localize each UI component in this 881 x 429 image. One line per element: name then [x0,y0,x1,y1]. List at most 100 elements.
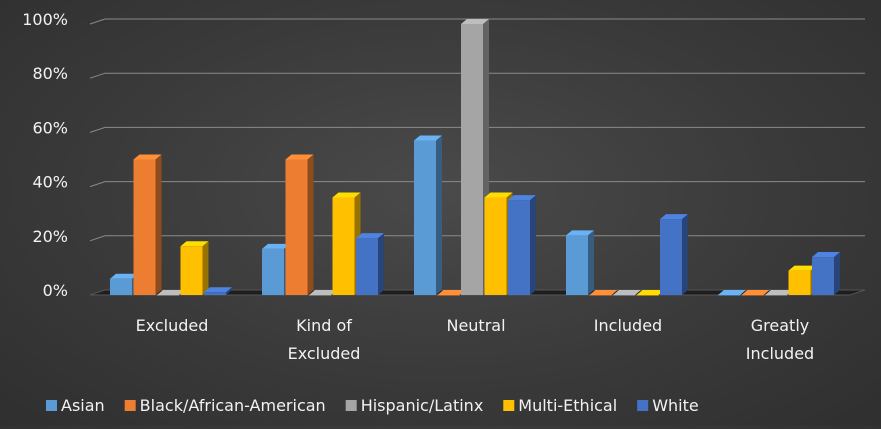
bar-front [414,140,436,295]
bar-top [461,19,489,24]
bar-top [437,290,466,295]
bar-front [566,235,588,295]
bar-front [356,238,378,295]
bars [110,19,840,296]
bar-top [741,290,770,295]
bar-top [180,241,209,247]
bar-top [204,287,232,293]
bar-top [484,192,513,198]
legend-entry: Hispanic/Latinx [345,396,484,415]
bar-top [718,290,746,295]
bar-top [508,195,536,201]
y-tick-label: 60% [32,118,68,137]
legend-swatch [124,400,136,411]
gridline [89,126,865,133]
bar-side [155,154,162,295]
bar [157,290,185,296]
bar-front [461,24,483,295]
y-tick-label: 20% [32,227,68,246]
bar [133,154,162,295]
bar [508,195,536,295]
bar [812,252,840,295]
bar-top [812,252,840,258]
bar [356,233,384,295]
bar-side [378,233,384,295]
bar-front [788,270,811,295]
bar-side [530,195,536,295]
bar [285,154,314,295]
bar-side [436,135,442,295]
bar-top [309,290,337,295]
bar-top [110,273,138,279]
bar-front [309,295,331,296]
bar-top [332,192,361,198]
legend-swatch [503,400,515,411]
x-tick-label: Included [594,316,662,335]
bar-front [180,246,203,295]
bar-side [307,154,314,295]
bar-top [613,290,641,295]
bar-top [133,154,162,160]
legend-entry: Asian [46,396,105,415]
bar-front [332,197,355,295]
gridline [89,181,865,188]
bar-front [636,295,659,296]
bar-side [588,230,594,295]
bar-front [718,295,740,296]
bar-front [437,295,460,296]
bar [589,290,618,296]
bar-front [262,248,284,295]
bar [204,287,232,295]
bar-front [133,159,156,295]
legend-swatch [46,400,57,411]
bar-top [414,135,442,141]
bar [309,290,337,296]
legend-entry: Multi-Ethical [503,396,617,415]
bar-top [660,214,688,220]
legend-label: Multi-Ethical [518,396,617,415]
bar-front [741,295,764,296]
bar [180,241,209,295]
bar-front [812,257,834,295]
bar [765,290,793,296]
y-axis-ticks: 0% 20% 40% 60% 80% 100% [22,10,68,300]
legend: Asian Black/African-American Hispanic/Lati… [46,396,699,415]
bar-top [788,265,817,271]
bar [718,290,746,296]
bar-side [202,241,209,295]
bar-front [157,295,179,296]
bar-side [226,287,232,295]
x-tick-label: Neutral [446,316,505,335]
x-tick-label: Excluded [288,344,361,363]
y-tick-label: 80% [32,64,68,83]
bar-front [508,200,530,295]
legend-entry: White [637,396,699,415]
y-tick-label: 40% [32,173,68,192]
bar-front [204,292,226,295]
legend-label: Asian [61,396,105,415]
legend-label: Hispanic/Latinx [361,396,484,415]
bar [613,290,641,296]
bar-top [356,233,384,239]
y-tick-label: 0% [43,281,68,300]
bar-top [262,243,290,249]
bar-side [834,252,840,295]
bar-front [660,219,682,295]
x-tick-label: Included [746,344,814,363]
bar-top [566,230,594,236]
x-axis-ticks: Excluded Kind of Excluded Neutral Included Gr… [136,316,815,363]
x-tick-label: Greatly [751,316,809,335]
legend-label: White [652,396,699,415]
bar-front [589,295,612,296]
legend-swatch [345,400,357,411]
gridline [89,18,865,25]
bar-front [285,159,308,295]
x-tick-label: Excluded [136,316,209,335]
bar-front [110,278,132,295]
bar-top [765,290,793,295]
bar-top [285,154,314,160]
bar-side [682,214,688,295]
x-tick-label: Kind of [296,316,352,335]
